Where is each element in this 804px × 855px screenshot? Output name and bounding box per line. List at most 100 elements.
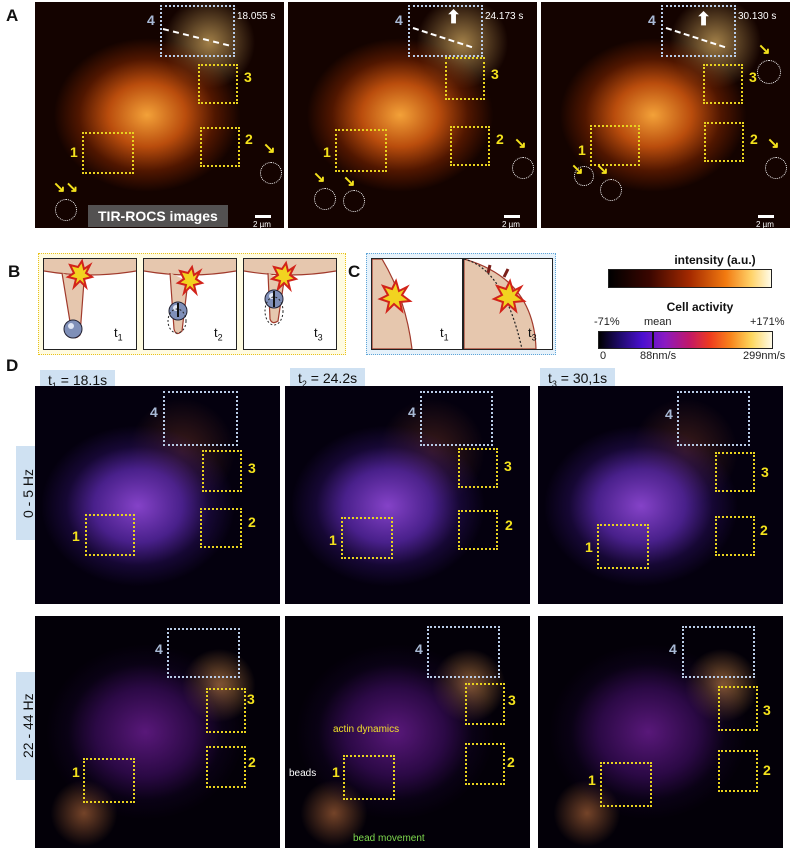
bead-circle [600, 179, 622, 201]
tag-value: = 30,1s [556, 370, 608, 386]
roi-box-2 [458, 510, 498, 550]
lamellipodium-t1: t1 [371, 258, 463, 350]
lamellipodium-t1-diagram [372, 259, 413, 349]
roi-label-2: 2 [245, 131, 253, 147]
roi-box-4 [408, 5, 483, 57]
roi-box-3 [715, 452, 755, 492]
scale-bar-label: 2 µm [502, 220, 520, 229]
roi-box-4 [682, 626, 755, 678]
roi-label-4: 4 [648, 12, 656, 28]
tag-letter: t [298, 370, 302, 386]
roi-box-4 [661, 5, 736, 57]
roi-label-3: 3 [248, 460, 256, 476]
roi-box-4 [160, 5, 235, 57]
yellow-arrow-icon: ↘ [313, 169, 326, 186]
panel-label-d: D [6, 356, 19, 375]
roi-box-4 [427, 626, 500, 678]
roi-label-2: 2 [760, 522, 768, 538]
roi-box-2 [715, 516, 755, 556]
roi-box-4 [677, 391, 750, 446]
filopodium-t3-diagram [244, 259, 336, 326]
roi-box-1 [597, 524, 649, 569]
roi-label-4: 4 [415, 641, 423, 657]
beads-annotation: beads [289, 768, 317, 779]
filopodium-t1-diagram [44, 259, 136, 339]
time-letter: t [314, 325, 318, 340]
filopodium-t3: t3 [243, 258, 337, 350]
time-letter: t [440, 325, 444, 340]
activity-bot-right: 299nm/s [743, 350, 786, 362]
roi-box-1 [590, 125, 640, 166]
time-label: t1 [440, 325, 449, 343]
activity-map-low-t3: 4 3 1 2 [538, 386, 783, 604]
yellow-arrow-icon: ↘ [571, 161, 584, 178]
time-letter: t [528, 325, 532, 340]
roi-label-3: 3 [763, 702, 771, 718]
activity-top-left: -71% [594, 316, 620, 328]
roi-label-4: 4 [155, 641, 163, 657]
filopodium-t1: t1 [43, 258, 137, 350]
mean-marker [652, 332, 654, 348]
scale-bar [758, 215, 774, 218]
time-letter: t [114, 325, 118, 340]
time-label: t3 [314, 325, 323, 343]
roi-box-1 [341, 517, 393, 559]
yellow-arrow-icon: ↘ [263, 140, 276, 157]
roi-label-1: 1 [588, 772, 596, 788]
lamellipodium-t3: t3 [463, 258, 553, 350]
roi-box-4 [167, 628, 240, 678]
timestamp: 30.130 s [738, 11, 777, 22]
roi-box-3 [202, 450, 242, 492]
white-arrow-icon: ⬆ [446, 7, 462, 27]
roi-label-1: 1 [70, 144, 78, 160]
roi-label-3: 3 [761, 464, 769, 480]
timestamp: 18.055 s [237, 11, 276, 22]
roi-label-2: 2 [505, 517, 513, 533]
roi-box-3 [198, 64, 238, 104]
tir-rocs-image-2: 4 ⬆ 24.173 s 3 1 2 ↘ ↘ ↘ 2 µm [288, 2, 537, 229]
roi-box-2 [465, 743, 505, 785]
bead-circle [765, 157, 787, 179]
roi-box-2 [200, 127, 240, 167]
tag-subscript: 1 [52, 381, 57, 391]
activity-colorbar [598, 331, 773, 349]
panel-label-a: A [6, 6, 19, 25]
activity-map-low-t2: 4 3 1 2 [285, 386, 530, 604]
activity-top-right: +171% [750, 316, 785, 328]
activity-bot-mid: 88nm/s [640, 350, 677, 362]
roi-box-2 [200, 508, 242, 548]
time-label: t1 [114, 325, 123, 343]
roi-box-1 [83, 758, 135, 803]
intensity-bar-title: intensity (a.u.) [674, 253, 756, 267]
roi-box-3 [465, 683, 505, 725]
roi-box-1 [85, 514, 135, 556]
scale-bar [255, 215, 271, 218]
roi-label-4: 4 [408, 404, 416, 420]
roi-box-3 [445, 57, 485, 100]
activity-bar-title: Cell activity [666, 300, 734, 314]
roi-label-1: 1 [72, 764, 80, 780]
roi-label-2: 2 [248, 754, 256, 770]
roi-box-1 [600, 762, 652, 807]
roi-label-2: 2 [507, 754, 515, 770]
roi-label-4: 4 [665, 406, 673, 422]
scale-bar-label: 2 µm [253, 220, 271, 229]
time-subscript: 1 [117, 332, 123, 343]
roi-label-3: 3 [491, 66, 499, 82]
roi-box-3 [206, 688, 246, 733]
yellow-arrow-icon: ↘ [767, 135, 780, 152]
roi-label-3: 3 [749, 69, 757, 85]
roi-label-1: 1 [585, 539, 593, 555]
panel-label-c: C [348, 262, 361, 281]
roi-label-3: 3 [504, 458, 512, 474]
bead-circle [757, 60, 781, 84]
tag-letter: t [548, 370, 552, 386]
tag-subscript: 2 [301, 378, 307, 389]
time-subscript: 1 [443, 332, 449, 343]
roi-label-4: 4 [669, 641, 677, 657]
activity-map-high-t2: 4 3 actin dynamics 1 beads 2 bead moveme… [285, 616, 530, 848]
roi-box-3 [703, 64, 743, 104]
white-arrow-icon: ⬆ [696, 9, 712, 29]
filopodium-t2-diagram [144, 259, 236, 335]
bead-circle [343, 190, 365, 212]
